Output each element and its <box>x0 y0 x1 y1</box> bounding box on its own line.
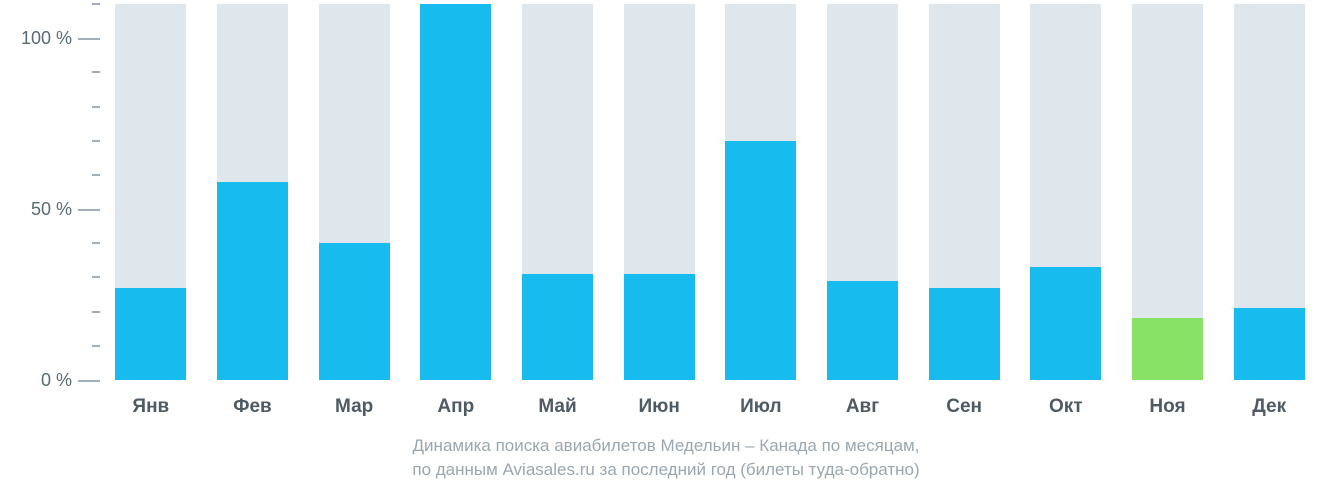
bar <box>217 182 288 380</box>
x-axis-label: Ноя <box>1117 396 1219 418</box>
y-tick-minor <box>92 276 100 278</box>
bar <box>827 281 898 380</box>
bar-slot <box>1132 4 1203 380</box>
x-axis-label: Янв <box>100 396 202 418</box>
x-axis-label: Окт <box>1015 396 1117 418</box>
x-axis-label: Июн <box>608 396 710 418</box>
y-tick-minor <box>92 242 100 244</box>
bar <box>624 274 695 380</box>
bar-slot <box>725 4 796 380</box>
y-tick-major: 0 % <box>41 369 100 391</box>
bar-slot <box>929 4 1000 380</box>
y-tick-minor <box>92 311 100 313</box>
bar-slot <box>217 4 288 380</box>
chart-caption: Динамика поиска авиабилетов Медельин – К… <box>0 434 1332 482</box>
bar <box>725 141 796 380</box>
y-tick-minor <box>92 174 100 176</box>
x-axis-label: Авг <box>812 396 914 418</box>
y-tick-minor <box>92 345 100 347</box>
x-axis-label: Апр <box>405 396 507 418</box>
x-axis-label: Фев <box>202 396 304 418</box>
bar <box>1234 308 1305 380</box>
caption-line-2: по данным Aviasales.ru за последний год … <box>0 458 1332 482</box>
bar-slot <box>522 4 593 380</box>
x-axis-label: Июл <box>710 396 812 418</box>
y-tick-mark <box>78 209 100 211</box>
y-tick-label: 100 % <box>21 28 72 49</box>
bar <box>522 274 593 380</box>
bar <box>1030 267 1101 380</box>
bar <box>929 288 1000 380</box>
y-tick-minor <box>92 71 100 73</box>
bar-slot <box>115 4 186 380</box>
y-axis: 0 %50 %100 % <box>0 4 100 380</box>
bar <box>319 243 390 380</box>
bar <box>115 288 186 380</box>
caption-line-1: Динамика поиска авиабилетов Медельин – К… <box>0 434 1332 458</box>
y-tick-minor <box>92 140 100 142</box>
bar-slot <box>420 4 491 380</box>
x-axis-label: Май <box>507 396 609 418</box>
y-tick-mark <box>78 38 100 40</box>
bar-slot <box>319 4 390 380</box>
y-tick-minor <box>92 3 100 5</box>
bar <box>420 4 491 380</box>
y-tick-major: 50 % <box>31 198 100 220</box>
y-tick-mark <box>78 380 100 382</box>
bar-slot <box>1030 4 1101 380</box>
y-tick-minor <box>92 106 100 108</box>
bar-slot <box>1234 4 1305 380</box>
y-tick-label: 50 % <box>31 199 72 220</box>
y-tick-major: 100 % <box>21 27 100 49</box>
bar <box>1132 318 1203 380</box>
bar-slot <box>827 4 898 380</box>
bars-container <box>100 4 1320 380</box>
plot-area <box>100 4 1320 380</box>
x-axis-labels: ЯнвФевМарАпрМайИюнИюлАвгСенОктНояДек <box>100 396 1320 426</box>
x-axis-label: Дек <box>1218 396 1320 418</box>
x-axis-label: Сен <box>913 396 1015 418</box>
y-tick-label: 0 % <box>41 370 72 391</box>
monthly-search-bar-chart: 0 % 50 % 100 % ЯнвФевМарАпрМайИюнИюлАвгСен… <box>0 0 1332 502</box>
bar-slot <box>624 4 695 380</box>
x-axis-label: Мар <box>303 396 405 418</box>
